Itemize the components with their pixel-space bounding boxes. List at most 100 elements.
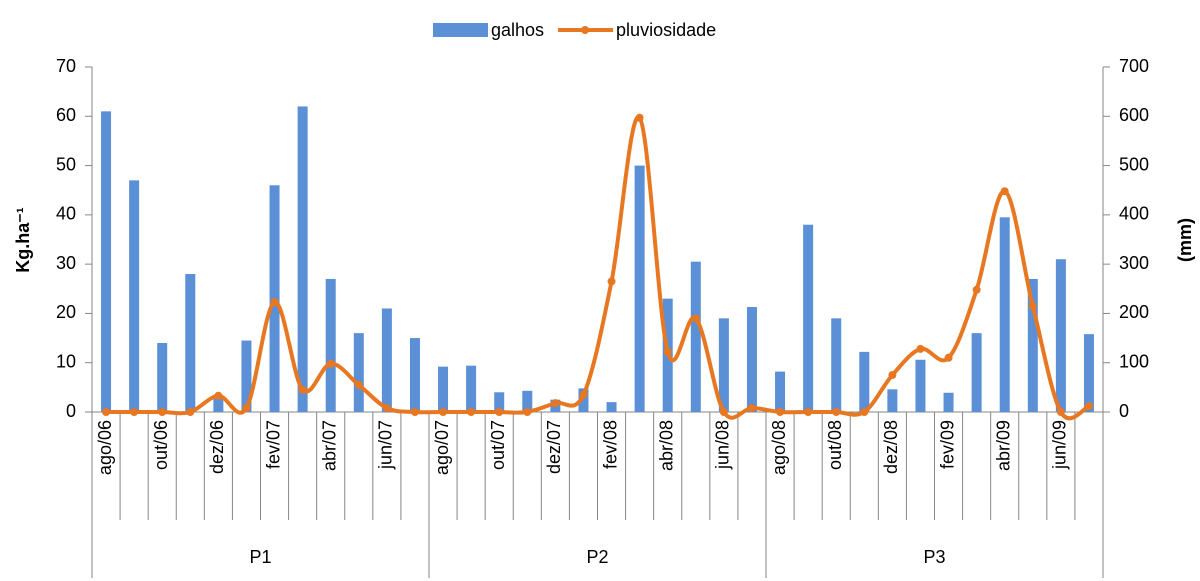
legend-swatch-point bbox=[581, 26, 590, 34]
y2-tick-label: 0 bbox=[1119, 401, 1129, 421]
line-point bbox=[747, 404, 756, 413]
bar bbox=[606, 402, 617, 412]
line-point bbox=[326, 359, 335, 368]
line-point bbox=[439, 408, 448, 416]
bar bbox=[494, 392, 505, 412]
y2-tick-label: 300 bbox=[1119, 253, 1149, 273]
x-tick-label: dez/08 bbox=[881, 420, 901, 474]
line-point bbox=[804, 408, 813, 416]
bar bbox=[297, 106, 308, 412]
line-point bbox=[214, 391, 223, 400]
x-tick-label: out/08 bbox=[825, 420, 845, 470]
bar bbox=[999, 217, 1010, 412]
y-tick-label: 60 bbox=[56, 105, 76, 125]
group-label: P3 bbox=[923, 547, 945, 567]
bar bbox=[353, 333, 364, 412]
line-point bbox=[354, 380, 363, 389]
line-point bbox=[719, 408, 728, 416]
line-point bbox=[972, 285, 981, 294]
bar bbox=[718, 318, 729, 412]
bar bbox=[887, 389, 898, 412]
line-point bbox=[186, 408, 195, 416]
bar bbox=[409, 338, 420, 412]
line-point bbox=[1056, 408, 1065, 416]
y-tick-label: 40 bbox=[56, 204, 76, 224]
line-point bbox=[691, 314, 700, 323]
line-point bbox=[467, 408, 476, 416]
line-point bbox=[298, 385, 307, 394]
bar bbox=[213, 397, 224, 412]
x-tick-label: fev/08 bbox=[600, 420, 620, 469]
bar bbox=[325, 278, 336, 412]
line-point bbox=[523, 408, 532, 416]
line-point bbox=[635, 113, 644, 122]
line-point bbox=[832, 408, 841, 416]
x-tick-label: fev/09 bbox=[937, 420, 957, 469]
line-point bbox=[158, 408, 167, 416]
line-point bbox=[410, 408, 419, 416]
bar bbox=[578, 388, 589, 412]
y2-tick-label: 400 bbox=[1119, 204, 1149, 224]
bar bbox=[859, 351, 870, 412]
y2-tick-label: 500 bbox=[1119, 154, 1149, 174]
x-tick-label: abr/07 bbox=[319, 420, 339, 471]
line-point bbox=[916, 344, 925, 353]
line-point bbox=[1000, 187, 1009, 196]
line-point bbox=[663, 347, 672, 356]
y-tick-label: 50 bbox=[56, 154, 76, 174]
y-tick-label: 20 bbox=[56, 302, 76, 322]
y2-tick-label: 100 bbox=[1119, 351, 1149, 371]
bar bbox=[746, 307, 757, 412]
legend-label: pluviosidade bbox=[616, 20, 716, 40]
bar bbox=[915, 359, 926, 412]
x-tick-label: dez/06 bbox=[207, 420, 227, 474]
y-tick-label: 0 bbox=[66, 401, 76, 421]
line-point bbox=[607, 277, 616, 286]
bar bbox=[1055, 259, 1066, 412]
bar bbox=[803, 224, 814, 412]
line-point bbox=[1028, 302, 1037, 311]
line-point bbox=[270, 298, 279, 307]
bar bbox=[971, 333, 982, 412]
y-tick-label: 10 bbox=[56, 351, 76, 371]
bar bbox=[381, 308, 392, 412]
line-point bbox=[888, 371, 897, 380]
group-label: P1 bbox=[249, 547, 271, 567]
y-tick-label: 30 bbox=[56, 253, 76, 273]
line bbox=[106, 115, 1090, 421]
group-label: P2 bbox=[586, 547, 608, 567]
y2-axis-title: (mm) bbox=[1175, 218, 1195, 262]
x-tick-label: jun/08 bbox=[713, 420, 733, 470]
x-tick-label: jun/07 bbox=[376, 420, 396, 470]
line-point bbox=[579, 390, 588, 399]
bar bbox=[634, 165, 645, 412]
x-tick-label: abr/08 bbox=[656, 420, 676, 471]
y2-tick-label: 600 bbox=[1119, 105, 1149, 125]
line-point bbox=[776, 408, 785, 416]
bar bbox=[438, 366, 449, 412]
y2-tick-label: 700 bbox=[1119, 56, 1149, 76]
bar bbox=[943, 392, 954, 412]
line-point bbox=[102, 408, 111, 416]
legend-swatch bbox=[433, 23, 488, 37]
x-tick-label: ago/06 bbox=[95, 420, 115, 475]
bar bbox=[1083, 334, 1094, 412]
legend-label: galhos bbox=[491, 20, 544, 40]
y-axis-title: Kg.ha⁻¹ bbox=[13, 207, 33, 273]
bar bbox=[775, 371, 786, 412]
line-point bbox=[495, 408, 504, 416]
x-tick-label: dez/07 bbox=[544, 420, 564, 474]
x-tick-label: ago/08 bbox=[769, 420, 789, 475]
line-point bbox=[130, 408, 139, 416]
bar bbox=[241, 340, 252, 412]
x-tick-label: fev/07 bbox=[263, 420, 283, 469]
x-tick-label: out/06 bbox=[151, 420, 171, 470]
line-point bbox=[860, 408, 869, 416]
y2-tick-label: 200 bbox=[1119, 302, 1149, 322]
bar bbox=[185, 274, 196, 412]
bar bbox=[466, 365, 477, 412]
x-tick-label: out/07 bbox=[488, 420, 508, 470]
bar bbox=[522, 390, 533, 412]
y-tick-label: 70 bbox=[56, 56, 76, 76]
bar bbox=[101, 111, 112, 412]
